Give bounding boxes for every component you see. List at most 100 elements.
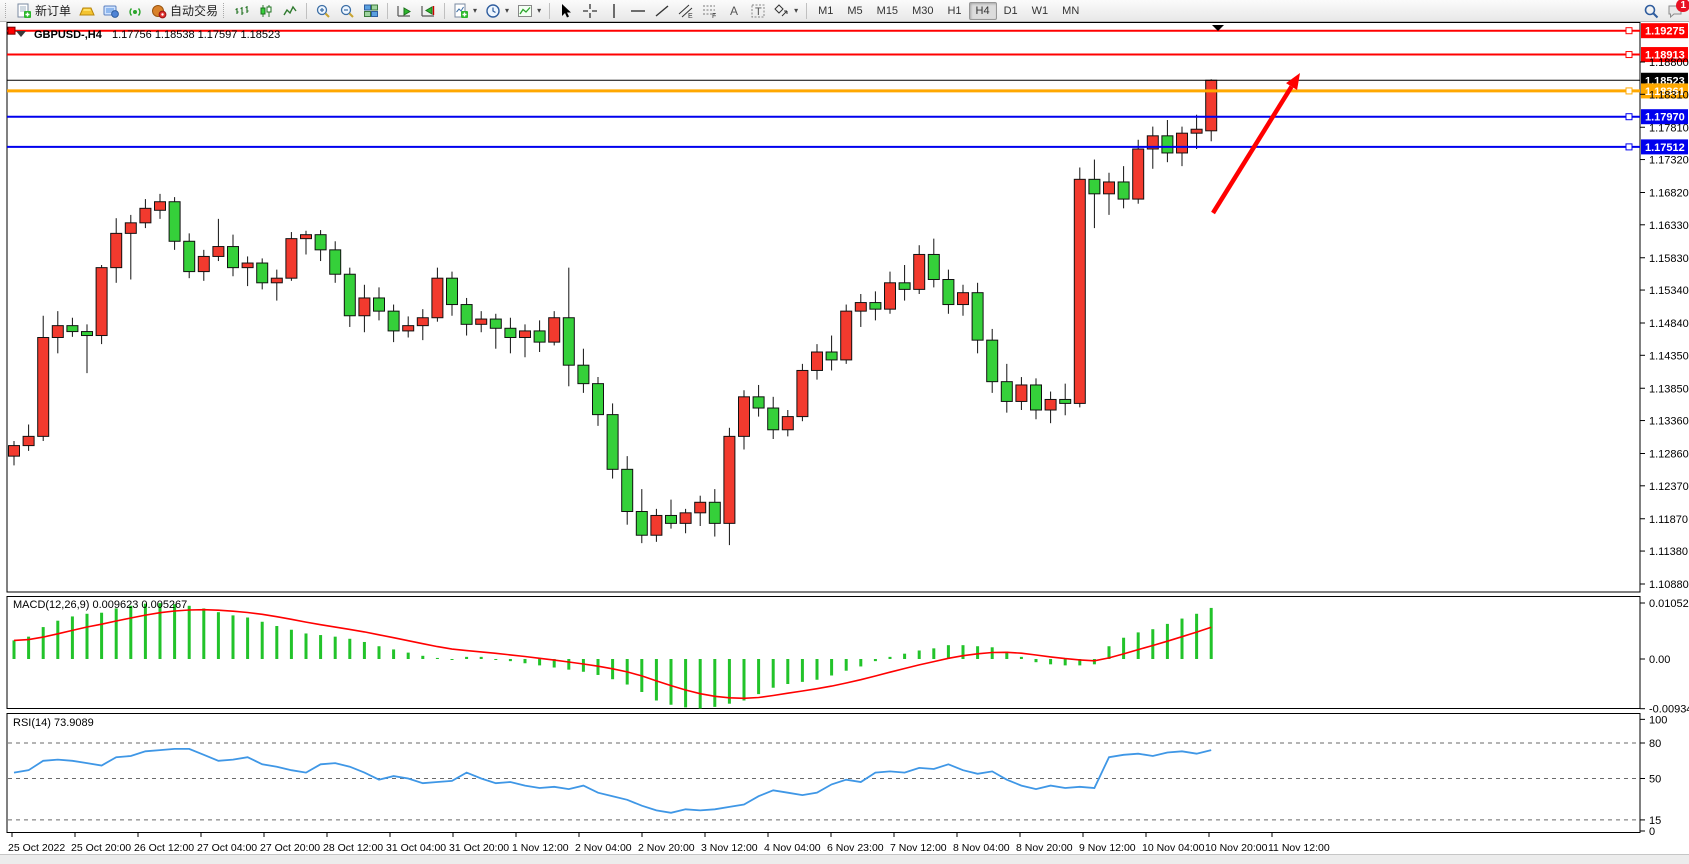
price-tick-label: 1.15340	[1649, 285, 1689, 297]
macd-histogram-bar	[830, 659, 834, 676]
notifications-button[interactable]: 1	[1667, 0, 1689, 19]
bull-candle	[22, 435, 35, 447]
timeframe-button-mn[interactable]: MN	[1062, 4, 1080, 17]
time-tick-label: 10 Nov 20:00	[1205, 842, 1268, 854]
time-tick-label: 11 Nov 12:00	[1268, 842, 1330, 854]
horizontal-lines[interactable]: 1.192751.189131.185231.183611.179701.175…	[7, 23, 1688, 155]
timeframe-button-w1[interactable]: W1	[1031, 4, 1049, 17]
rsi-line	[13, 748, 1212, 814]
bull-candle	[1044, 398, 1057, 411]
bull-candle	[1146, 135, 1159, 150]
line-handle[interactable]	[1625, 87, 1633, 95]
bull-candle	[854, 302, 867, 312]
timeframe-button-h1[interactable]: H1	[947, 4, 962, 17]
fibonacci-tool-button[interactable]: F	[698, 1, 722, 21]
text-icon: A	[730, 4, 738, 18]
channel-tool-button[interactable]: E	[674, 1, 698, 21]
price-badge-label: 1.19275	[1645, 26, 1685, 38]
bar-chart-mode-button[interactable]	[230, 1, 254, 21]
text-tool-button[interactable]: A	[722, 1, 746, 21]
zoom-in-button[interactable]	[311, 1, 335, 21]
line-handle[interactable]	[1625, 143, 1633, 151]
line-handle[interactable]	[1625, 27, 1633, 35]
annotation-arrow[interactable]	[1211, 73, 1300, 215]
macd-tick-label: -0.009342	[1649, 704, 1689, 716]
line-handle[interactable]	[7, 26, 16, 35]
chart-shift-button[interactable]	[416, 1, 440, 21]
search-icon[interactable]	[1643, 3, 1659, 19]
price-badge-label: 1.17970	[1645, 112, 1685, 124]
macd-histogram-bar	[727, 659, 731, 704]
macd-histogram-bar	[289, 629, 293, 659]
trendline-tool-button[interactable]	[650, 1, 674, 21]
horizontal-line-tool-button[interactable]	[626, 1, 650, 21]
macd-histogram-bar	[1092, 659, 1096, 665]
macd-panel-frame	[6, 596, 1641, 709]
price-chart[interactable]: 1.192751.189131.185231.183611.179701.175…	[0, 22, 1689, 855]
publish-button[interactable]	[99, 1, 123, 21]
trend-arrow-shaft[interactable]	[1211, 85, 1294, 215]
timeframe-button-m1[interactable]: M1	[818, 4, 834, 17]
price-tick-label: 1.12860	[1649, 449, 1689, 461]
trendline-icon	[655, 4, 669, 17]
tile-windows-button[interactable]	[359, 1, 383, 21]
dropdown-caret-icon: ▾	[537, 6, 542, 15]
autotrading-button[interactable]: 自动交易	[147, 1, 222, 21]
macd-histogram-bar	[56, 620, 60, 659]
crosshair-tool-button[interactable]	[578, 1, 602, 21]
line-handle[interactable]	[1625, 51, 1633, 59]
chart-shift-marker-icon[interactable]	[1212, 25, 1224, 31]
vertical-line-tool-button[interactable]	[602, 1, 626, 21]
signals-icon	[129, 7, 141, 16]
macd-histogram-bar	[1180, 618, 1184, 659]
gold-button[interactable]	[75, 1, 99, 21]
line-chart-mode-button[interactable]	[278, 1, 302, 21]
macd-histogram-bar	[1049, 659, 1053, 665]
price-tick-label: 1.14840	[1649, 318, 1689, 330]
dropdown-caret-icon: ▾	[794, 6, 799, 15]
timeframe-button-d1[interactable]: D1	[1003, 4, 1018, 17]
macd-histogram-bar	[859, 659, 863, 667]
macd-histogram-bar	[450, 659, 454, 660]
macd-histogram-bar	[216, 612, 220, 659]
bull-candle	[1132, 148, 1145, 200]
one-click-trading-toggle-icon[interactable]	[16, 31, 26, 37]
arrows-dropdown[interactable]: ▾	[770, 1, 802, 21]
bear-candle	[387, 310, 400, 332]
bull-candle	[811, 351, 823, 371]
text-label-tool-button[interactable]: T	[746, 1, 770, 21]
price-axis: 1.18800 1.18310 1.17810 1.17320 1.16820 1.163…	[1640, 57, 1689, 838]
macd-histogram-bar	[27, 636, 31, 659]
main-toolbar: 新订单	[0, 0, 1689, 22]
timeframe-button-m30[interactable]: M30	[912, 4, 934, 17]
signals-button[interactable]	[123, 1, 147, 21]
auto-scroll-button[interactable]	[392, 1, 416, 21]
trend-arrow-head[interactable]	[1286, 73, 1300, 91]
price-badge-label: 1.18913	[1645, 50, 1685, 62]
time-tick-label: 25 Oct 2022	[8, 842, 65, 854]
template-dropdown[interactable]: ▾	[513, 1, 545, 21]
bull-candle	[37, 337, 50, 437]
zoom-out-button[interactable]	[335, 1, 359, 21]
line-handle[interactable]	[1625, 113, 1633, 121]
timeframe-button-m15[interactable]: M15	[876, 4, 899, 17]
new-chart-dropdown[interactable]: ▾	[449, 1, 481, 21]
periods-dropdown[interactable]: ▾	[481, 1, 513, 21]
price-badge	[1641, 139, 1688, 155]
timeframe-button-m5[interactable]: M5	[847, 4, 863, 17]
timeframe-button-h4[interactable]: H4	[968, 1, 997, 20]
macd-histogram-bar	[158, 603, 162, 659]
cursor-tool-button[interactable]	[554, 1, 578, 21]
price-tick-label: 1.10880	[1649, 579, 1689, 591]
price-badge-label: 1.17512	[1645, 142, 1685, 154]
bear-candle	[577, 364, 590, 385]
time-tick-label: 3 Nov 12:00	[701, 842, 758, 854]
bear-candle	[227, 246, 239, 269]
macd-histogram-bar	[552, 659, 556, 668]
macd-signal-line	[13, 608, 1212, 700]
candlestick-series	[8, 79, 1218, 546]
candlestick-mode-button[interactable]	[254, 1, 278, 21]
arrows-shapes-icon	[774, 3, 788, 16]
new-order-button[interactable]: 新订单	[12, 1, 75, 21]
